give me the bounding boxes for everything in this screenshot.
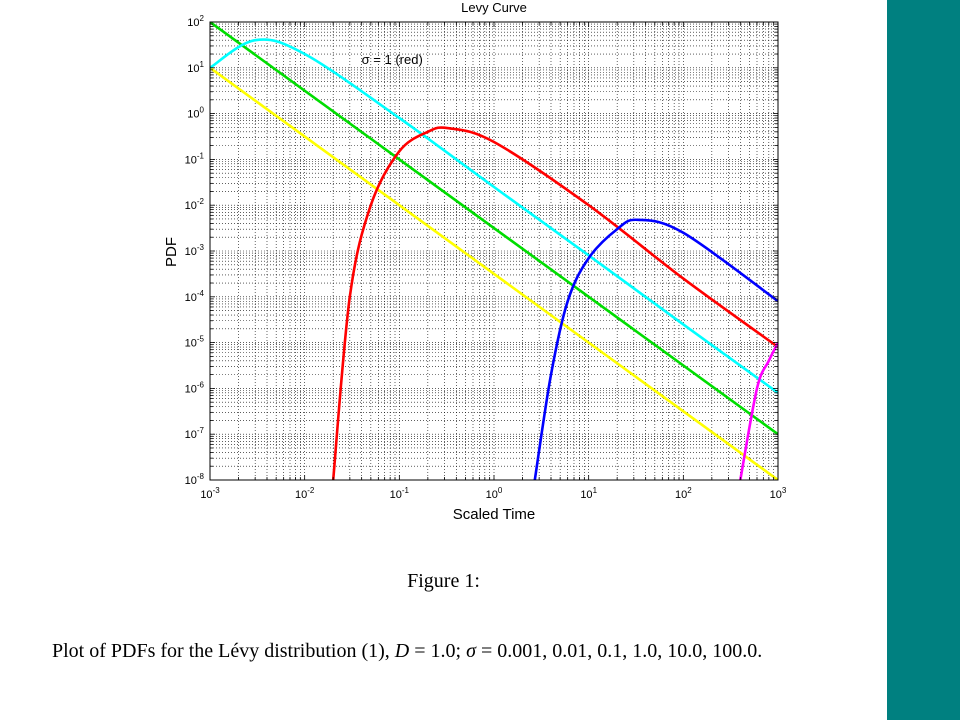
series-line-4 <box>331 126 778 480</box>
series-line-5 <box>533 218 778 480</box>
sigma-annotation: σ = 1 (red) <box>362 52 423 67</box>
y-tick-label: 10-8 <box>185 472 205 487</box>
caption-d: D <box>394 640 410 662</box>
x-tick-label: 10-2 <box>295 486 315 501</box>
chart-title: Levy Curve <box>461 0 527 15</box>
x-tick-label: 10-1 <box>390 486 410 501</box>
x-tick-label: 103 <box>770 486 787 501</box>
series-layer <box>210 22 778 480</box>
y-tick-label: 10-2 <box>185 197 205 212</box>
tick-labels: 10-3 10-2 10-1 100 101 102 103 10-8 10-7 10-6 10-5… <box>185 14 787 501</box>
y-tick-label: 10-7 <box>185 426 205 441</box>
y-tick-label: 10-1 <box>185 151 205 166</box>
grid <box>209 22 778 481</box>
x-tick-label: 10-3 <box>200 486 220 501</box>
x-tick-label: 100 <box>486 486 503 501</box>
figure-caption: Plot of PDFs for the Lévy distribution (… <box>52 640 762 663</box>
y-axis-label: PDF <box>163 237 180 267</box>
x-tick-label: 102 <box>675 486 692 501</box>
x-tick-label: 101 <box>580 486 597 501</box>
teal-sidebar <box>887 0 960 720</box>
series-line-1 <box>210 66 778 480</box>
y-tick-label: 101 <box>187 60 204 75</box>
y-tick-label: 10-5 <box>185 335 205 350</box>
figure-label: Figure 1: <box>407 570 480 592</box>
series-line-3 <box>210 38 778 394</box>
levy-curve-chart: 10-3 10-2 10-1 100 101 102 103 10-8 10-7 10-6 10-5… <box>163 0 787 523</box>
y-tick-label: 10-3 <box>185 243 205 258</box>
series-line-6 <box>739 342 778 480</box>
caption-sigma-values: = 0.001, 0.01, 0.1, 1.0, 10.0, 100.0. <box>475 640 763 662</box>
y-tick-label: 10-4 <box>185 289 205 304</box>
series-line-2 <box>210 22 778 436</box>
caption-prefix: Plot of PDFs for the Lévy distribution (… <box>52 640 395 662</box>
y-tick-label: 102 <box>187 14 204 29</box>
caption-sigma: σ <box>466 640 476 662</box>
y-tick-label: 100 <box>187 106 204 121</box>
ticks <box>209 22 778 481</box>
x-axis-label: Scaled Time <box>453 506 536 523</box>
y-tick-label: 10-6 <box>185 380 205 395</box>
caption-d-value: = 1.0; <box>409 640 467 662</box>
